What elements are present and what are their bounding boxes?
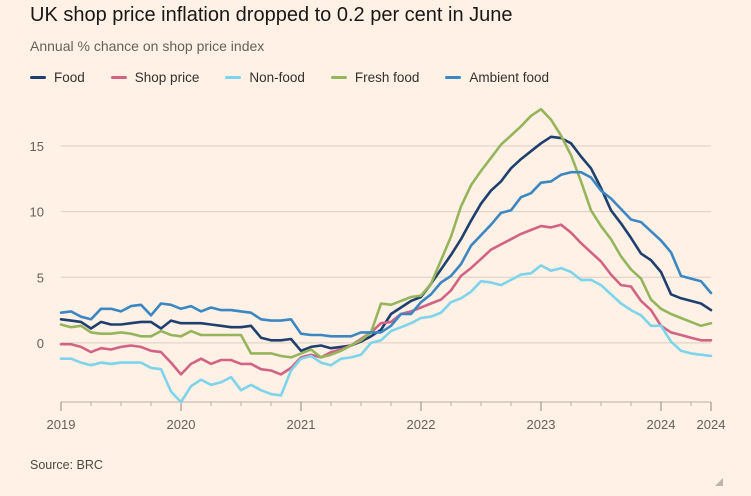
series-line-ambient-food	[59, 170, 713, 338]
x-tick-label: 2020	[167, 417, 196, 432]
x-tick-label: 2023	[527, 417, 556, 432]
y-tick-label: 10	[30, 205, 44, 220]
x-tick-label: 2022	[407, 417, 436, 432]
chart-legend: Food Shop price Non-food Fresh food Ambient …	[30, 70, 575, 85]
legend-item-fresh-food: Fresh food	[330, 70, 420, 85]
source-note: Source: BRC	[30, 458, 103, 472]
legend-swatch	[225, 76, 242, 79]
legend-label: Food	[54, 70, 85, 85]
legend-swatch	[330, 76, 347, 79]
x-tick-label: 2019	[47, 417, 76, 432]
legend-item-ambient-food: Ambient food	[445, 70, 549, 85]
legend-swatch	[110, 76, 127, 79]
legend-swatch	[30, 76, 46, 79]
legend-label: Non-food	[249, 70, 305, 85]
y-tick-label: 0	[37, 336, 44, 351]
legend-item-non-food: Non-food	[225, 70, 305, 85]
legend-swatch	[445, 76, 462, 79]
series-line-non-food	[59, 264, 713, 404]
chart-subtitle: Annual % chance on shop price index	[30, 38, 265, 54]
series-line-shop-price	[59, 223, 713, 376]
series-line-fresh-food	[59, 107, 713, 359]
y-tick-label: 5	[37, 270, 44, 285]
y-tick-label: 15	[30, 139, 44, 154]
x-tick-label: 2021	[287, 417, 316, 432]
x-tick-label: 2024	[647, 417, 676, 432]
legend-label: Ambient food	[469, 70, 549, 85]
x-tick-label: 2024	[697, 417, 726, 432]
chart-title: UK shop price inflation dropped to 0.2 p…	[30, 4, 513, 26]
resize-grip-icon	[715, 478, 723, 486]
legend-label: Fresh food	[354, 70, 420, 85]
legend-item-shop-price: Shop price	[110, 70, 200, 85]
legend-label: Shop price	[134, 70, 200, 85]
legend-item-food: Food	[30, 70, 85, 85]
